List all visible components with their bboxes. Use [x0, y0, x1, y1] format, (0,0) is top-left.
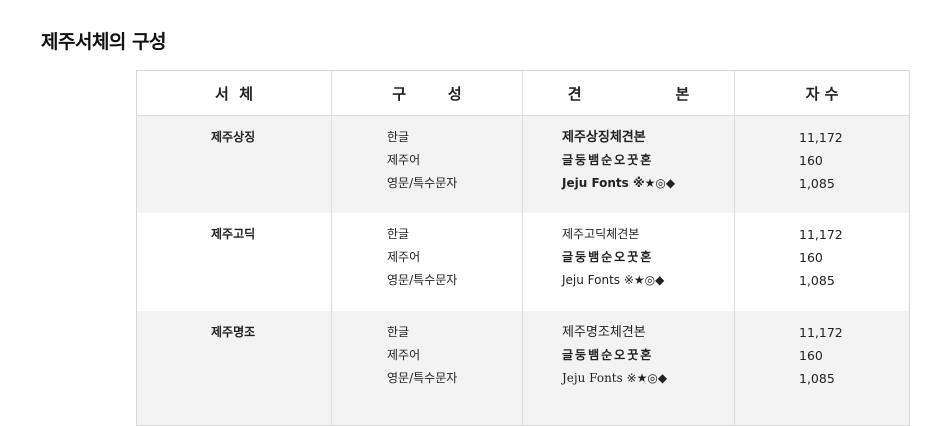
char-count-cell: 11,172 160 1,085	[734, 213, 910, 311]
composition-item: 영문/특수문자	[387, 371, 458, 385]
sample-hangul: 제주고딕체견본	[562, 227, 640, 241]
font-composition-table: 서 체 구 성 견 본 자 수 제주상징 한글 제주어 영문/특수문자 제주상징…	[136, 70, 910, 426]
sample-latin-symbols: Jeju Fonts ※★◎◆	[562, 176, 676, 190]
sample-cell: 제주상징체견본 글둥뱀순오꿋혼 Jeju Fonts ※★◎◆	[522, 115, 735, 213]
composition-item: 제주어	[387, 250, 421, 264]
composition-cell: 한글 제주어 영문/특수문자	[331, 213, 523, 311]
sample-jeju-dialect: 글둥뱀순오꿋혼	[562, 348, 654, 362]
sample-cell: 제주명조체견본 글둥뱀순오꿋혼 Jeju Fonts ※★◎◆	[522, 311, 735, 426]
composition-item: 제주어	[387, 153, 421, 167]
typeface-name: 제주명조	[211, 325, 256, 339]
table-row: 제주상징 한글 제주어 영문/특수문자 제주상징체견본 글둥뱀순오꿋혼 Jeju…	[136, 115, 910, 213]
table-header-row: 서 체 구 성 견 본 자 수	[136, 70, 910, 116]
char-count: 1,085	[799, 273, 835, 288]
typeface-name-cell: 제주명조	[136, 311, 332, 426]
char-count-cell: 11,172 160 1,085	[734, 115, 910, 213]
header-composition: 구 성	[331, 70, 523, 116]
char-count: 11,172	[799, 227, 843, 242]
sample-jeju-dialect: 글둥뱀순오꿋혼	[562, 153, 654, 167]
char-count: 160	[799, 348, 823, 363]
table-row: 제주명조 한글 제주어 영문/특수문자 제주명조체견본 글둥뱀순오꿋혼 Jeju…	[136, 311, 910, 426]
char-count: 11,172	[799, 325, 843, 340]
page-title: 제주서체의 구성	[41, 31, 166, 53]
header-typeface: 서 체	[136, 70, 332, 116]
char-count: 160	[799, 153, 823, 168]
sample-hangul: 제주상징체견본	[562, 130, 646, 145]
composition-item: 영문/특수문자	[387, 273, 458, 287]
table-row: 제주고딕 한글 제주어 영문/특수문자 제주고딕체견본 글둥뱀순오꿋혼 Jeju…	[136, 213, 910, 311]
typeface-name: 제주상징	[211, 130, 256, 144]
typeface-name-cell: 제주상징	[136, 115, 332, 213]
composition-item: 한글	[387, 325, 410, 339]
char-count: 11,172	[799, 130, 843, 145]
char-count-cell: 11,172 160 1,085	[734, 311, 910, 426]
composition-item: 한글	[387, 227, 410, 241]
header-sample: 견 본	[522, 70, 735, 116]
sample-cell: 제주고딕체견본 글둥뱀순오꿋혼 Jeju Fonts ※★◎◆	[522, 213, 735, 311]
typeface-name: 제주고딕	[211, 227, 256, 241]
composition-cell: 한글 제주어 영문/특수문자	[331, 115, 523, 213]
char-count: 1,085	[799, 176, 835, 191]
char-count: 160	[799, 250, 823, 265]
sample-jeju-dialect: 글둥뱀순오꿋혼	[562, 250, 654, 264]
header-char-count: 자 수	[734, 70, 910, 116]
composition-item: 제주어	[387, 348, 421, 362]
sample-latin-symbols: Jeju Fonts ※★◎◆	[562, 273, 665, 287]
sample-latin-symbols: Jeju Fonts ※★◎◆	[562, 371, 668, 385]
sample-hangul: 제주명조체견본	[562, 325, 646, 340]
composition-cell: 한글 제주어 영문/특수문자	[331, 311, 523, 426]
char-count: 1,085	[799, 371, 835, 386]
composition-item: 한글	[387, 130, 410, 144]
typeface-name-cell: 제주고딕	[136, 213, 332, 311]
composition-item: 영문/특수문자	[387, 176, 458, 190]
